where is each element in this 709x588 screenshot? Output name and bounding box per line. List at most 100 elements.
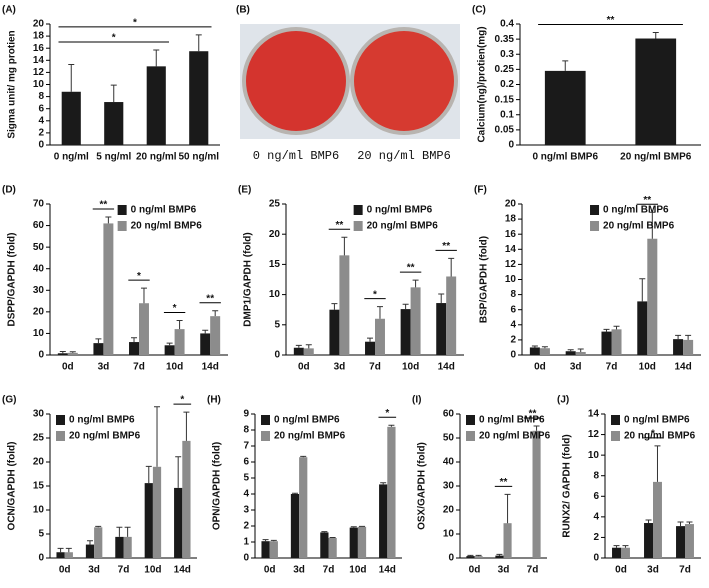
bar <box>320 532 329 558</box>
error-bar <box>195 34 202 52</box>
y-tick-label: 0 <box>38 350 44 361</box>
y-tick-label: 0 <box>593 553 599 564</box>
significance-label: ** <box>336 220 344 231</box>
y-tick-label: 25 <box>33 433 45 444</box>
error-bar <box>541 346 548 349</box>
error-bar <box>380 482 387 485</box>
bar <box>189 51 209 145</box>
legend-label: 20 ng/ml BMP6 <box>603 221 675 232</box>
legend-label: 0 ng/ml BMP6 <box>479 415 545 426</box>
x-tick-label: 7d <box>679 565 691 576</box>
bar <box>400 309 411 355</box>
y-tick-label: 10 <box>269 289 281 300</box>
significance-label: * <box>180 395 184 406</box>
bar <box>436 303 447 355</box>
error-bar <box>95 338 102 344</box>
x-tick-label: 10d <box>144 565 161 576</box>
error-bar <box>622 545 629 548</box>
well <box>242 27 350 135</box>
bar <box>174 487 183 558</box>
y-tick-label: 8 <box>243 425 249 436</box>
y-tick-label: 14 <box>33 55 45 66</box>
error-bar <box>270 539 277 542</box>
bar <box>365 341 375 355</box>
bar <box>683 339 694 355</box>
error-bar <box>367 337 374 342</box>
significance-label: ** <box>442 241 450 252</box>
bar <box>503 523 512 558</box>
error-bar <box>86 540 93 545</box>
bar <box>601 331 612 355</box>
legend-swatch <box>117 205 127 215</box>
y-tick-label: 9 <box>243 409 249 420</box>
y-axis-label: BSP/GAPDH (fold) <box>479 236 490 323</box>
y-tick-label: 10 <box>505 274 517 285</box>
x-tick-label: 7d <box>369 362 381 373</box>
significance-label: * <box>112 33 116 44</box>
y-tick-label: 0 <box>508 140 514 151</box>
legend-label: 0 ng/ml BMP6 <box>367 205 433 216</box>
y-tick-label: 30 <box>33 285 45 296</box>
bar <box>466 556 475 558</box>
error-bar <box>496 553 503 556</box>
error-bar <box>639 278 646 302</box>
x-tick-label: 7d <box>527 565 539 576</box>
y-axis-label: RUNX2/ GAPDH (fold) <box>562 434 573 537</box>
legend-label: 0 ng/ml BMP6 <box>274 415 340 426</box>
error-bar <box>402 303 409 310</box>
error-bar <box>603 328 610 332</box>
bar <box>357 526 367 558</box>
error-bar <box>212 310 219 317</box>
error-bar <box>654 445 661 482</box>
legend-label: 0 ng/ml BMP6 <box>131 205 197 216</box>
error-bar <box>685 334 692 340</box>
y-tick-label: 30 <box>33 409 45 420</box>
legend-label: 20 ng/ml BMP6 <box>479 431 551 442</box>
x-tick-label: 3d <box>570 362 582 373</box>
panel-label: (F) <box>474 185 487 196</box>
error-bar <box>295 344 302 348</box>
error-bar <box>376 306 383 319</box>
y-tick-label: 0 <box>38 140 44 151</box>
legend-swatch <box>353 205 363 215</box>
y-tick-label: 0.05 <box>495 125 515 136</box>
bar <box>146 66 166 145</box>
bar <box>532 430 541 558</box>
bar <box>529 347 540 355</box>
significance-label: ** <box>529 409 537 420</box>
x-tick-label: 7d <box>133 362 145 373</box>
error-bar <box>438 293 445 304</box>
x-tick-label: 20 ng/ml BMP6 <box>620 152 692 163</box>
error-bar <box>124 526 131 537</box>
legend-swatch <box>611 415 620 425</box>
y-tick-label: 4 <box>243 489 249 500</box>
x-tick-label: 10d <box>639 362 656 373</box>
bar <box>210 316 221 355</box>
error-bar <box>613 325 620 330</box>
x-tick-label: 0 ng/ml <box>54 152 89 163</box>
x-tick-label: 14d <box>674 362 691 373</box>
bar <box>299 457 308 558</box>
x-tick-label: 20 ng/ml <box>136 152 177 163</box>
bar <box>64 552 73 558</box>
y-tick-label: 0.25 <box>495 64 515 75</box>
error-bar <box>166 342 173 346</box>
legend-label: 0 ng/ml BMP6 <box>69 415 135 426</box>
panel-label: (H) <box>207 395 221 406</box>
bar <box>410 287 421 355</box>
bar <box>544 70 586 145</box>
bar <box>104 102 124 145</box>
y-axis-label: OCN/GAPDH (fold) <box>7 442 18 531</box>
error-bar <box>645 519 652 524</box>
y-tick-label: 15 <box>269 259 281 270</box>
error-bar <box>305 344 312 349</box>
error-bar <box>176 319 183 330</box>
x-tick-label: 0d <box>298 362 310 373</box>
x-tick-label: 0d <box>469 565 481 576</box>
x-tick-label: 0d <box>264 565 276 576</box>
x-tick-label: 14d <box>379 565 396 576</box>
y-tick-label: 4 <box>593 511 599 522</box>
legend-swatch <box>590 221 600 231</box>
bar <box>474 556 483 558</box>
caption: 0 ng/ml BMP6 <box>253 149 339 163</box>
